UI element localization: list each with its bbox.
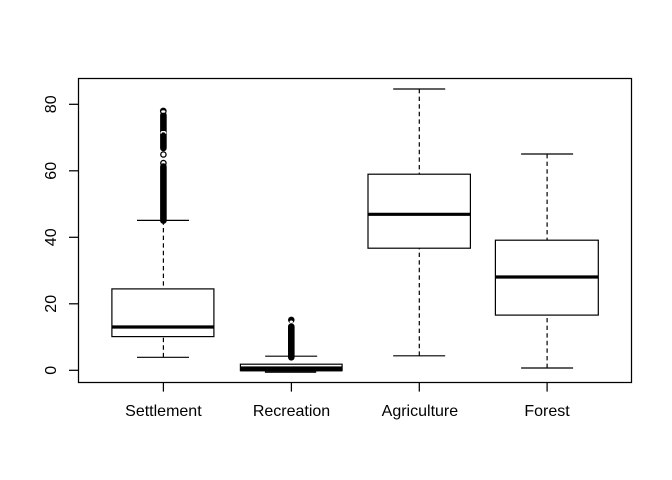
svg-text:Settlement: Settlement [125, 403, 202, 420]
svg-text:Recreation: Recreation [253, 403, 330, 420]
svg-text:40: 40 [43, 228, 60, 246]
svg-text:0: 0 [43, 366, 60, 375]
svg-text:Forest: Forest [524, 403, 570, 420]
svg-text:60: 60 [43, 162, 60, 180]
svg-text:80: 80 [43, 95, 60, 113]
svg-text:20: 20 [43, 295, 60, 313]
svg-text:Agriculture: Agriculture [382, 403, 459, 420]
